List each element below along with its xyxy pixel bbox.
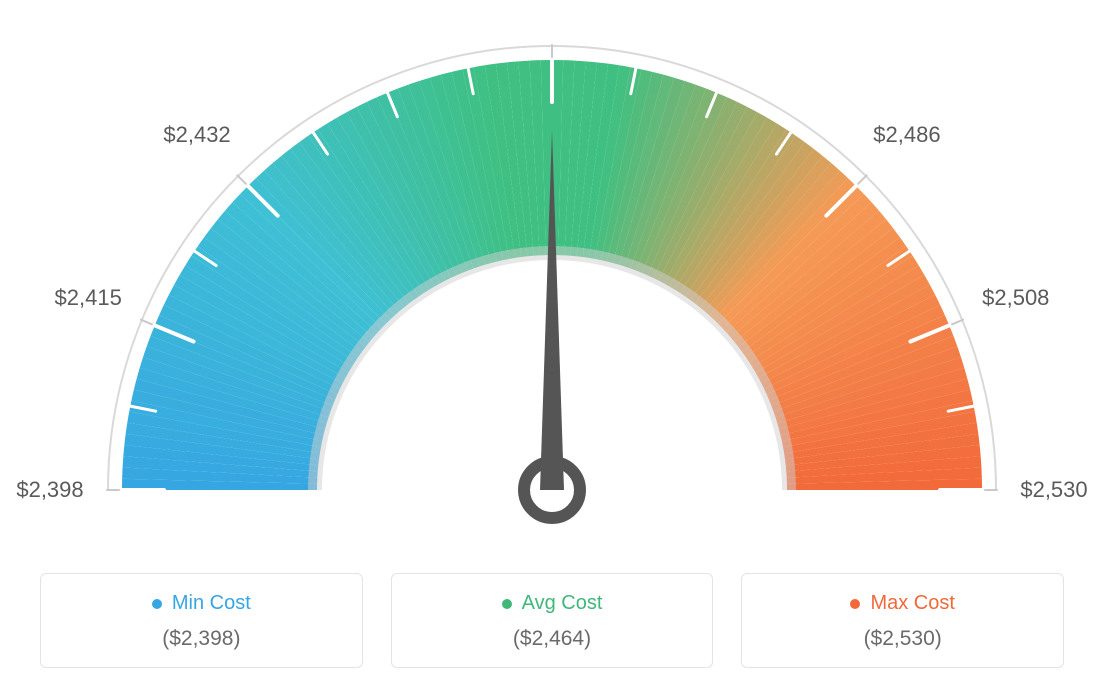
min-cost-label-row: Min Cost — [53, 592, 350, 615]
min-cost-value: ($2,398) — [53, 627, 350, 651]
dot-icon — [502, 599, 512, 609]
gauge-tick-label: $2,415 — [55, 285, 122, 311]
gauge-tick-label: $2,398 — [16, 477, 83, 503]
cost-gauge-widget: $2,398 $2,415 $2,432 $2,464 $2,486 $2,508 $2,5… — [0, 0, 1104, 690]
gauge-tick-label: $2,530 — [1020, 477, 1087, 503]
avg-cost-label-row: Avg Cost — [404, 592, 701, 615]
max-cost-label: Max Cost — [870, 592, 954, 615]
min-cost-label: Min Cost — [172, 592, 251, 615]
gauge-area: $2,398 $2,415 $2,432 $2,464 $2,486 $2,508 $2,5… — [0, 0, 1104, 550]
dot-icon — [152, 599, 162, 609]
max-cost-value: ($2,530) — [754, 627, 1051, 651]
avg-cost-card: Avg Cost ($2,464) — [391, 573, 714, 668]
gauge-tick-label: $2,486 — [873, 122, 940, 148]
gauge-tick-label: $2,432 — [163, 122, 230, 148]
gauge-svg — [0, 0, 1104, 550]
gauge-tick-label: $2,508 — [982, 285, 1049, 311]
cost-cards: Min Cost ($2,398) Avg Cost ($2,464) Max … — [0, 573, 1104, 668]
max-cost-label-row: Max Cost — [754, 592, 1051, 615]
dot-icon — [850, 599, 860, 609]
max-cost-card: Max Cost ($2,530) — [741, 573, 1064, 668]
min-cost-card: Min Cost ($2,398) — [40, 573, 363, 668]
avg-cost-label: Avg Cost — [522, 592, 603, 615]
gauge-tick-label: $2,464 — [518, 0, 585, 1]
avg-cost-value: ($2,464) — [404, 627, 701, 651]
